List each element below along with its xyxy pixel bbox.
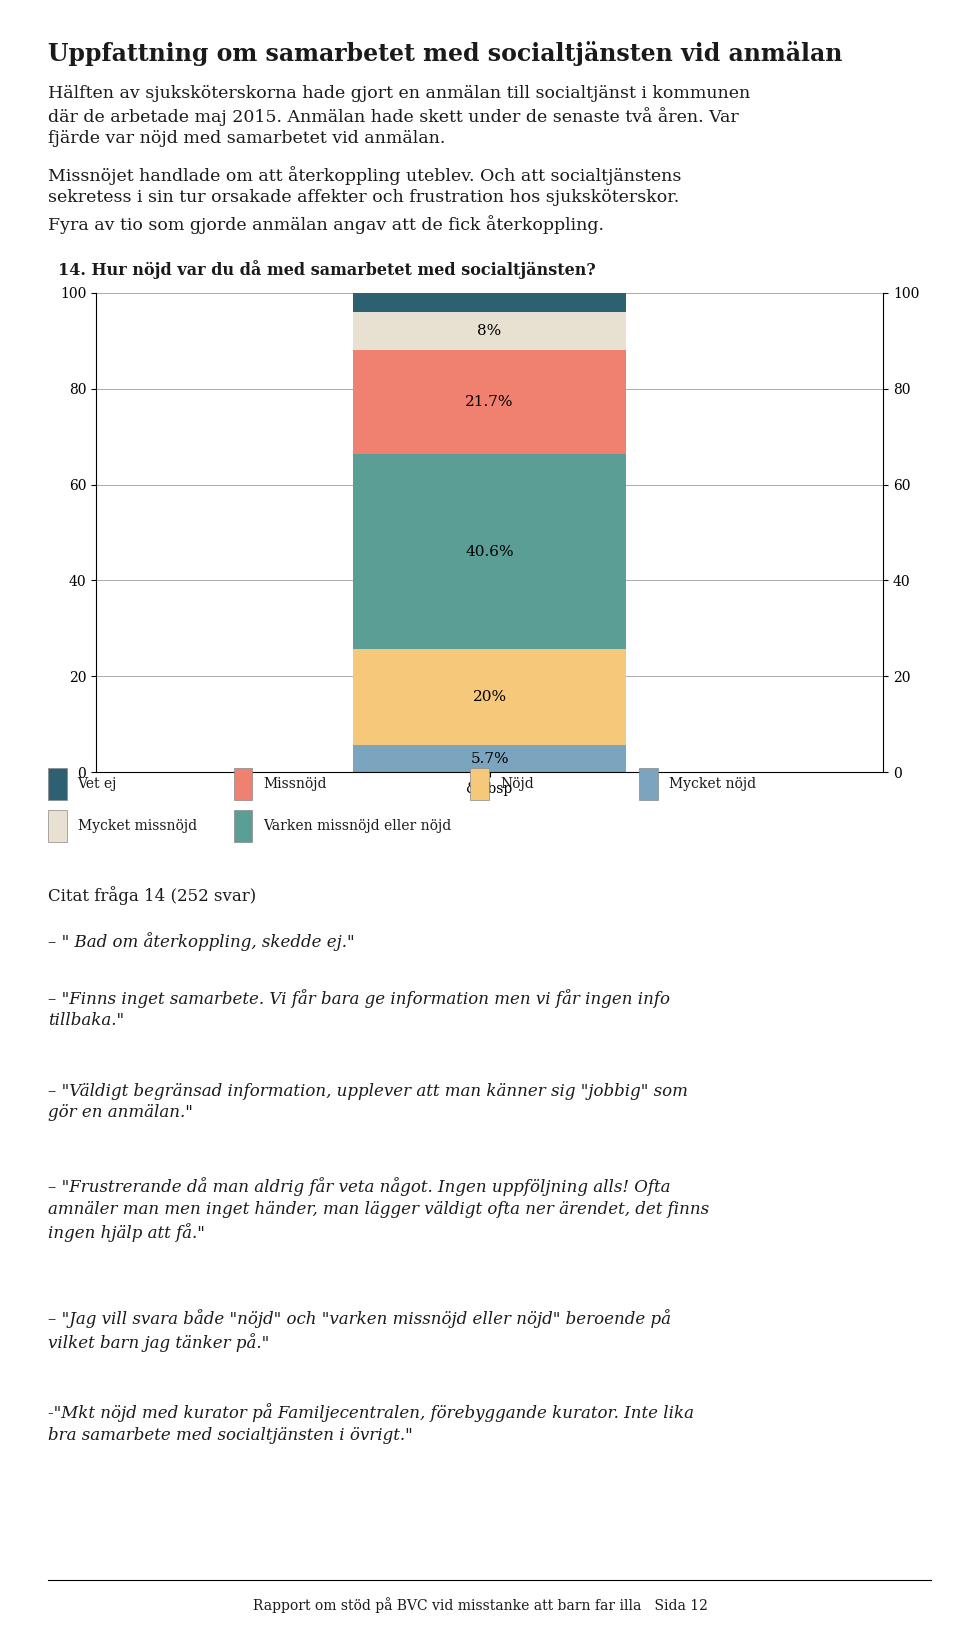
Bar [353, 293, 626, 312]
Text: Fyra av tio som gjorde anmälan angav att de fick återkoppling.: Fyra av tio som gjorde anmälan angav att… [48, 215, 604, 234]
Text: – " Bad om återkoppling, skedde ej.": – " Bad om återkoppling, skedde ej." [48, 932, 354, 951]
Text: 14. Hur nöjd var du då med samarbetet med socialtjänsten?: 14. Hur nöjd var du då med samarbetet me… [58, 260, 595, 280]
Text: 21.7%: 21.7% [466, 395, 514, 410]
Text: – "Frustrerande då man aldrig får veta något. Ingen uppföljning alls! Ofta
amnäl: – "Frustrerande då man aldrig får veta n… [48, 1177, 709, 1242]
Text: Rapport om stöd på BVC vid misstanke att barn far illa   Sida 12: Rapport om stöd på BVC vid misstanke att… [252, 1597, 708, 1613]
Text: Missnöjet handlade om att återkoppling uteblev. Och att socialtjänstens
sekretes: Missnöjet handlade om att återkoppling u… [48, 166, 682, 207]
Text: Hälften av sjuksköterskorna hade gjort en anmälan till socialtjänst i kommunen
d: Hälften av sjuksköterskorna hade gjort e… [48, 85, 751, 148]
Bar [470, 767, 489, 800]
Bar [234, 810, 252, 842]
Bar [353, 454, 626, 649]
Text: – "Finns inget samarbete. Vi får bara ge information men vi får ingen info
tillb: – "Finns inget samarbete. Vi får bara ge… [48, 989, 670, 1029]
Bar [353, 312, 626, 350]
Bar [234, 767, 252, 800]
Text: Mycket missnöjd: Mycket missnöjd [78, 820, 197, 833]
Bar [353, 350, 626, 454]
Text: Uppfattning om samarbetet med socialtjänsten vid anmälan: Uppfattning om samarbetet med socialtjän… [48, 41, 842, 65]
Text: Mycket nöjd: Mycket nöjd [669, 777, 756, 790]
Text: – "Väldigt begränsad information, upplever att man känner sig "jobbig" som
gör e: – "Väldigt begränsad information, upplev… [48, 1083, 688, 1122]
Bar [353, 745, 626, 772]
Text: Varken missnöjd eller nöjd: Varken missnöjd eller nöjd [263, 820, 451, 833]
Text: 8%: 8% [477, 324, 502, 338]
Text: 40.6%: 40.6% [466, 545, 514, 559]
Bar [353, 649, 626, 745]
Text: -"Mkt nöjd med kurator på Familjecentralen, förebyggande kurator. Inte lika
bra : -"Mkt nöjd med kurator på Familjecentral… [48, 1403, 694, 1444]
Bar [48, 767, 66, 800]
Bar [639, 767, 658, 800]
Text: – "Jag vill svara både "nöjd" och "varken missnöjd eller nöjd" beroende på
vilke: – "Jag vill svara både "nöjd" och "varke… [48, 1309, 671, 1351]
Text: Missnöjd: Missnöjd [263, 777, 327, 790]
Bar [48, 810, 66, 842]
Text: Vet ej: Vet ej [78, 777, 117, 790]
Text: Citat fråga 14 (252 svar): Citat fråga 14 (252 svar) [48, 886, 256, 906]
Text: 20%: 20% [472, 689, 507, 704]
Text: 5.7%: 5.7% [470, 751, 509, 766]
Text: Nöjd: Nöjd [500, 777, 534, 790]
